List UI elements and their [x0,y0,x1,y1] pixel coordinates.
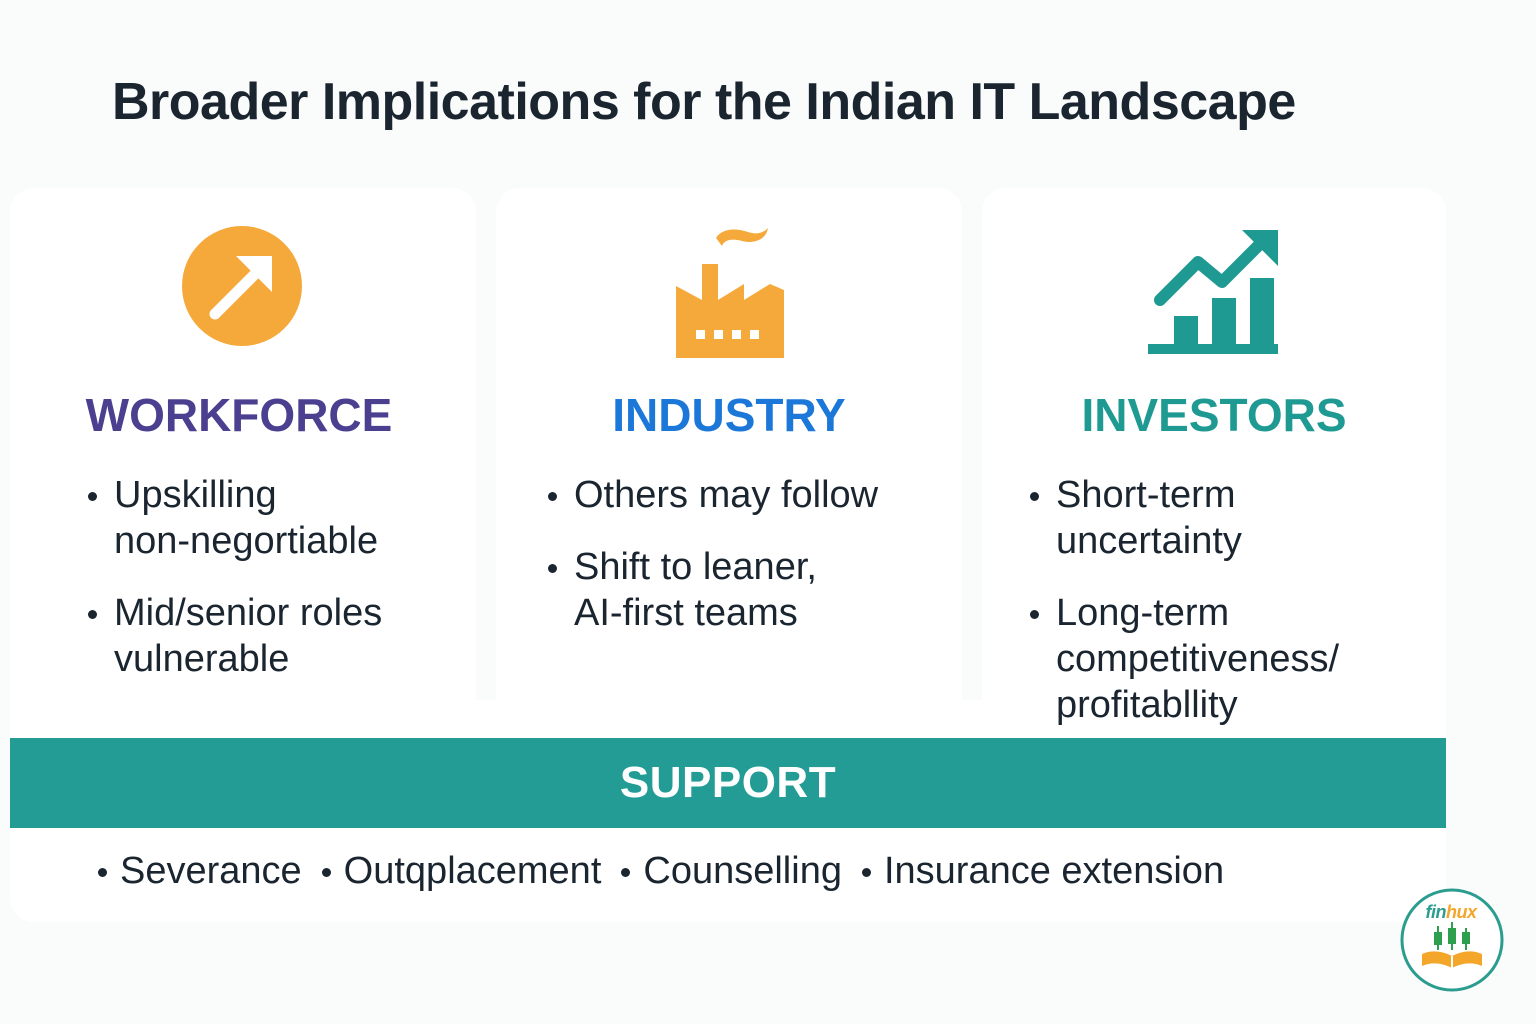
bullet-line: Shift to leaner, [574,546,817,588]
industry-card: INDUSTRY Others may follow Shift to lean… [496,188,962,768]
bullet-item: Short-term uncertainty [1028,472,1339,564]
arrow-up-right-circle-icon [180,224,304,353]
bullet-line: non-negortiable [114,520,379,562]
investors-card: INVESTORS Short-term uncertainty Long-te… [982,188,1446,768]
growth-chart-icon [1142,226,1282,363]
finhux-logo: finhux [1400,888,1504,997]
industry-bullets: Others may follow Shift to leaner, AI-fi… [546,472,878,662]
bullet-line: profitabllity [1056,684,1238,726]
bullet-line: Upskilling [114,474,277,516]
support-banner: SUPPORT [10,738,1446,828]
logo-wordmark: finhux [1420,902,1482,923]
bullet-line: Long-term [1056,592,1230,634]
investors-bullets: Short-term uncertainty Long-term competi… [1028,472,1339,754]
bullet-item: Long-term competitiveness/ profitabllity [1028,590,1339,728]
bullet-item: Others may follow [546,472,878,518]
factory-icon [662,224,792,363]
logo-text-part-b: hux [1445,902,1477,922]
bullet-line: competitiveness/ [1056,638,1340,680]
support-item: Insurance extension [860,848,1224,894]
support-item: Counselling [619,848,842,894]
page-title: Broader Implications for the Indian IT L… [112,73,1296,131]
workforce-heading: WORKFORCE [85,389,393,441]
bullet-item: Mid/senior roles vulnerable [86,590,382,682]
support-item: Severance [96,848,302,894]
bullet-item: Shift to leaner, AI-first teams [546,544,878,636]
support-list: Severance Outqplacement Counselling Insu… [96,848,1242,894]
bullet-line: uncertainty [1056,520,1242,562]
bullet-item: Upskilling non-negortiable [86,472,382,564]
workforce-bullets: Upskilling non-negortiable Mid/senior ro… [86,472,382,708]
bullet-line: Short-term [1056,474,1236,516]
industry-heading: INDUSTRY [612,389,846,441]
support-item: Outqplacement [320,848,601,894]
bullet-line: Mid/senior roles [114,592,383,634]
bullet-line: AI-first teams [574,592,798,634]
workforce-card: WORKFORCE Upskilling non-negortiable Mid… [10,188,476,768]
investors-heading: INVESTORS [1081,389,1347,441]
logo-text-part-a: fin [1425,902,1446,922]
bullet-line: vulnerable [114,638,290,680]
support-title: SUPPORT [619,758,837,807]
candlestick-book-logo-icon [1400,888,1504,992]
bullet-line: Others may follow [574,474,879,516]
